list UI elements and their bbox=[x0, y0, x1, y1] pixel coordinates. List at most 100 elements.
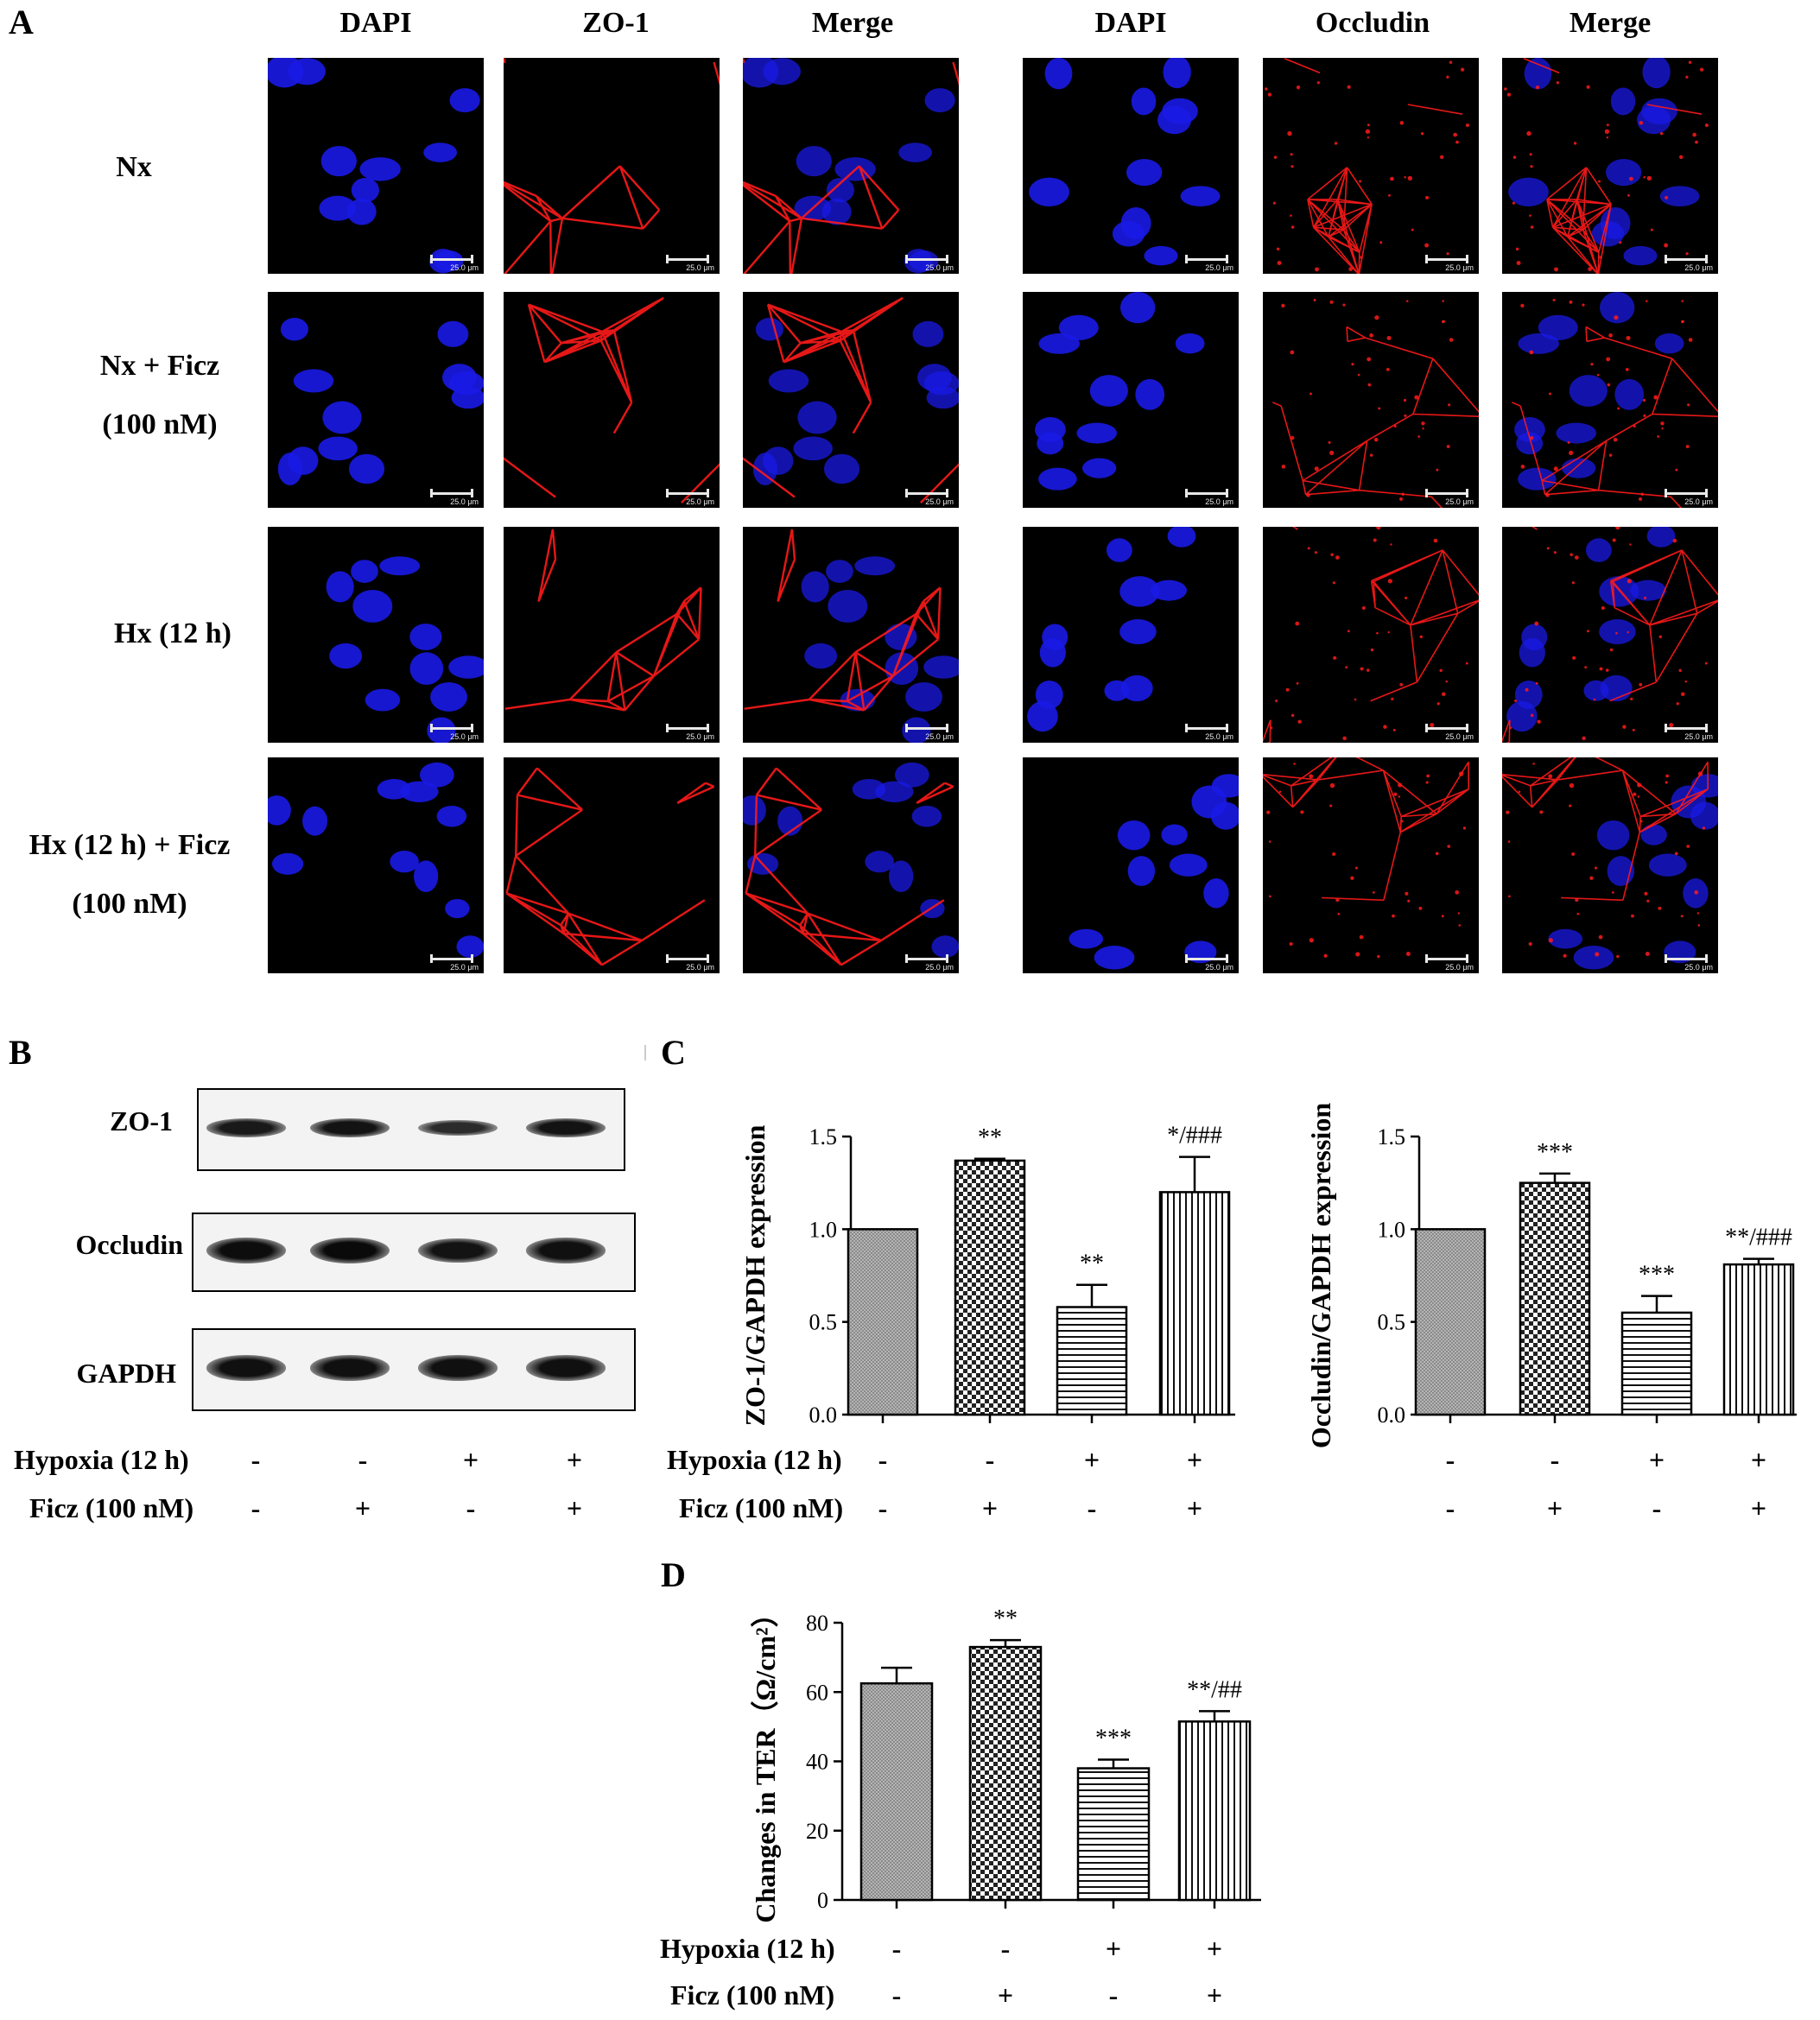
bar-2 bbox=[968, 1645, 1043, 1902]
micrograph-image bbox=[743, 58, 959, 274]
nucleus bbox=[1042, 624, 1069, 651]
nucleus bbox=[271, 852, 304, 875]
occludin-puncta bbox=[1520, 303, 1525, 308]
scale-bar-tick bbox=[1705, 954, 1708, 963]
occludin-puncta bbox=[1367, 123, 1370, 127]
occludin-puncta bbox=[1596, 373, 1600, 377]
nucleus bbox=[1029, 177, 1069, 206]
scale-bar-line bbox=[1665, 727, 1708, 730]
occludin-puncta bbox=[1576, 912, 1580, 915]
occludin-puncta bbox=[1598, 180, 1601, 183]
panel-c-right-hypoxia-sign-lane-4: + bbox=[1750, 1444, 1767, 1475]
scale-bar-line bbox=[1665, 258, 1708, 261]
condition-label-hypoxia-b: Hypoxia (12 h) bbox=[14, 1444, 189, 1475]
occludin-puncta bbox=[1528, 941, 1532, 947]
nucleus bbox=[904, 249, 933, 274]
scale-bar-line bbox=[430, 958, 473, 960]
junction-network bbox=[505, 767, 715, 966]
occludin-puncta bbox=[1512, 201, 1515, 205]
occludin-puncta bbox=[1553, 551, 1557, 554]
occludin-puncta bbox=[1287, 130, 1292, 136]
micrograph-image bbox=[268, 292, 484, 508]
occludin-puncta bbox=[1575, 555, 1579, 560]
nucleus bbox=[1127, 856, 1156, 886]
occludin-puncta bbox=[1509, 726, 1512, 730]
micrograph-nx-ficz-dapi: 25.0 μm bbox=[268, 292, 484, 508]
occludin-puncta bbox=[1270, 726, 1273, 730]
occludin-puncta bbox=[1609, 648, 1614, 652]
nucleus bbox=[322, 401, 362, 434]
occludin-puncta bbox=[1392, 914, 1395, 918]
nucleus bbox=[1120, 206, 1151, 240]
occludin-puncta bbox=[1398, 497, 1404, 502]
scale-bar-tick bbox=[1665, 724, 1667, 732]
occludin-puncta bbox=[1422, 427, 1424, 430]
nucleus bbox=[348, 453, 385, 484]
panel-d-ficz-sign-lane-3: - bbox=[1108, 1979, 1119, 2011]
occludin-puncta bbox=[1359, 934, 1364, 940]
micrograph-nx-ficz-dapi: 25.0 μm bbox=[1023, 292, 1239, 508]
blot-band-occludin-lane-2 bbox=[310, 1238, 390, 1263]
nucleus bbox=[409, 624, 442, 650]
nucleus bbox=[1038, 467, 1077, 491]
occludin-puncta bbox=[1441, 915, 1444, 918]
panel-c-separator bbox=[644, 1045, 646, 1061]
occludin-puncta bbox=[1442, 320, 1445, 324]
scale-bar: 25.0 μm bbox=[1180, 724, 1233, 741]
nucleus bbox=[427, 717, 456, 743]
micrograph-hx-dapi: 25.0 μm bbox=[268, 527, 484, 743]
occludin-puncta bbox=[1295, 621, 1300, 626]
nucleus bbox=[320, 145, 357, 177]
nucleus bbox=[1180, 186, 1221, 207]
occludin-puncta bbox=[1507, 895, 1511, 898]
occludin-puncta bbox=[1347, 85, 1351, 89]
junction-network bbox=[1263, 527, 1479, 743]
nucleus bbox=[1191, 785, 1227, 819]
nucleus bbox=[826, 560, 853, 583]
occludin-puncta bbox=[1582, 736, 1586, 741]
nucleus bbox=[1035, 417, 1066, 442]
micrograph-image bbox=[1263, 757, 1479, 973]
occludin-puncta bbox=[1430, 722, 1435, 728]
micrograph-nx-dapi: 25.0 μm bbox=[1023, 58, 1239, 274]
y-tick-label: 20 bbox=[806, 1819, 828, 1844]
scale-bar-label: 25.0 μm bbox=[686, 963, 714, 972]
micrograph-nx-ficz-merge-zo1: 25.0 μm bbox=[743, 292, 959, 508]
scale-bar: 25.0 μm bbox=[425, 954, 479, 972]
occludin-puncta bbox=[1447, 845, 1451, 848]
row-label-hx-ficz-line2: (100 nM) bbox=[72, 888, 187, 920]
occludin-puncta bbox=[1265, 87, 1268, 91]
scale-bar-label: 25.0 μm bbox=[450, 963, 479, 972]
scale-bar-line bbox=[1185, 958, 1228, 960]
condition-label-ficz-c: Ficz (100 nM) bbox=[679, 1492, 844, 1523]
occludin-puncta bbox=[1361, 605, 1366, 611]
occludin-puncta bbox=[1266, 810, 1271, 814]
panel-b-hypoxia-sign-lane-4: + bbox=[566, 1444, 583, 1475]
occludin-puncta bbox=[1514, 699, 1518, 703]
occludin-puncta bbox=[1674, 852, 1678, 856]
occludin-puncta bbox=[1407, 899, 1411, 902]
column-header-merge-left: Merge bbox=[811, 7, 894, 39]
scale-bar-tick bbox=[905, 954, 908, 963]
panel-c-right-hypoxia-sign-lane-2: - bbox=[1550, 1444, 1560, 1475]
occludin-puncta bbox=[1330, 553, 1334, 557]
panel-c-right-hypoxia-sign-lane-3: + bbox=[1648, 1444, 1665, 1475]
micrograph-image bbox=[1502, 292, 1718, 508]
panel-b-ficz-sign-lane-2: + bbox=[354, 1492, 371, 1523]
occludin-puncta bbox=[1617, 407, 1620, 410]
scale-bar-line bbox=[905, 958, 948, 960]
condition-label-ficz-d: Ficz (100 nM) bbox=[670, 1979, 835, 2011]
scale-bar: 25.0 μm bbox=[1420, 724, 1474, 741]
nucleus bbox=[823, 453, 860, 484]
occludin-puncta bbox=[1530, 713, 1534, 718]
nucleus bbox=[280, 317, 308, 341]
micrograph-hx-ficz-zo1: 25.0 μm bbox=[504, 757, 720, 973]
occludin-puncta bbox=[1627, 193, 1630, 197]
bar-1 bbox=[859, 1681, 934, 1902]
scale-bar: 25.0 μm bbox=[661, 954, 714, 972]
nucleus bbox=[1518, 333, 1559, 354]
micrograph-hx-ficz-occludin: 25.0 μm bbox=[1263, 757, 1479, 973]
condition-label-hypoxia-c: Hypoxia (12 h) bbox=[667, 1444, 842, 1475]
occludin-puncta bbox=[1584, 666, 1588, 669]
